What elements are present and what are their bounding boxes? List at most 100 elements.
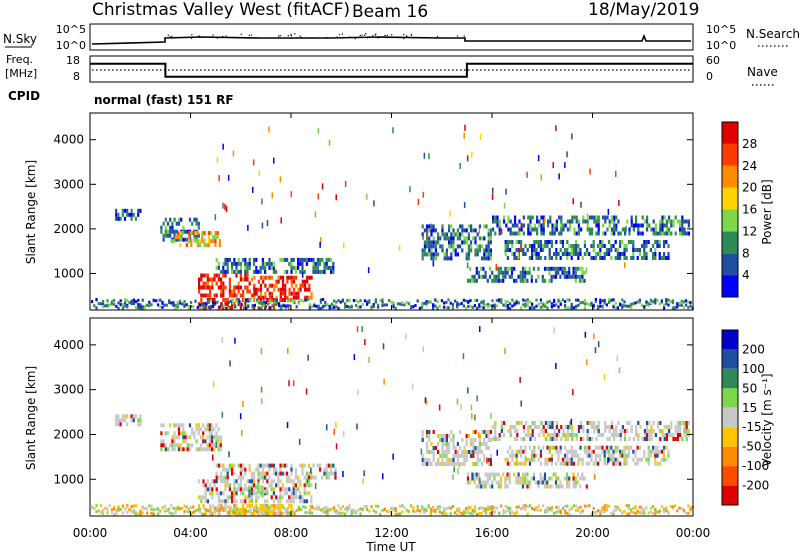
- heatmap-cell: [482, 274, 485, 279]
- heatmap-cell: [270, 298, 273, 302]
- power-colorbar-swatch: [722, 275, 738, 297]
- heatmap-cell: [248, 467, 251, 472]
- nsky-noise-mark: [191, 34, 193, 36]
- heatmap-cell: [233, 463, 236, 468]
- heatmap-cell: [528, 457, 531, 462]
- velocity-colorbar-swatch: [722, 427, 738, 447]
- heatmap-cell: [239, 475, 242, 480]
- heatmap-cell: [542, 303, 545, 307]
- heatmap-cell: [616, 457, 619, 462]
- heatmap-cell: [659, 429, 662, 433]
- heatmap-cell: [239, 265, 242, 270]
- heatmap-cell: [564, 445, 567, 450]
- heatmap-cell: [486, 472, 489, 477]
- heatmap-cell: [168, 299, 171, 303]
- heatmap-cell: [171, 225, 174, 230]
- heatmap-cell: [478, 303, 481, 307]
- heatmap-cell: [206, 281, 209, 286]
- heatmap-cell: [517, 274, 520, 279]
- heatmap-cell: [173, 217, 176, 222]
- heatmap-cell: [224, 475, 227, 480]
- heatmap-cell: [171, 221, 174, 226]
- heatmap-cell: [188, 217, 192, 222]
- heatmap-cell: [306, 279, 309, 284]
- heatmap-cell: [434, 240, 437, 245]
- heatmap-cell: [195, 221, 198, 226]
- heatmap-cell: [173, 229, 176, 234]
- heatmap-cell: [182, 237, 185, 242]
- heatmap-cell: [506, 457, 509, 462]
- heatmap-cell: [572, 476, 575, 481]
- heatmap-cell: [124, 304, 127, 308]
- heatmap-cell: [279, 487, 282, 492]
- heatmap-cell: [553, 445, 556, 450]
- heatmap-cell: [286, 471, 289, 476]
- heatmap-cell: [492, 215, 495, 220]
- heatmap-cell: [361, 326, 363, 333]
- heatmap-cell: [225, 507, 228, 511]
- heatmap-cell: [385, 303, 388, 307]
- heatmap-cell: [246, 289, 249, 294]
- heatmap-cell: [438, 304, 441, 308]
- heatmap-cell: [593, 473, 596, 480]
- heatmap-cell: [570, 302, 573, 306]
- heatmap-cell: [586, 433, 589, 437]
- heatmap-cell: [381, 298, 384, 302]
- heatmap-cell: [297, 507, 300, 511]
- time-tick-label: 16:00: [475, 526, 510, 540]
- heatmap-cell: [165, 508, 168, 512]
- heatmap-cell: [601, 299, 604, 303]
- heatmap-cell: [290, 265, 293, 270]
- heatmap-cell: [689, 508, 692, 511]
- heatmap-cell: [264, 283, 267, 288]
- heatmap-cell: [504, 244, 506, 250]
- heatmap-cell: [250, 479, 253, 484]
- heatmap-cell: [211, 495, 214, 500]
- heatmap-cell: [461, 438, 464, 442]
- heatmap-cell: [647, 461, 650, 466]
- heatmap-cell: [299, 463, 302, 468]
- heatmap-cell: [262, 275, 265, 280]
- heatmap-cell: [421, 224, 424, 229]
- heatmap-cell: [577, 429, 580, 433]
- heatmap-cell: [242, 491, 245, 496]
- heatmap-cell: [240, 511, 243, 515]
- heatmap-cell: [657, 421, 660, 425]
- heatmap-cell: [485, 430, 488, 434]
- heatmap-cell: [213, 293, 216, 298]
- heatmap-cell: [519, 376, 521, 383]
- heatmap-cell: [594, 298, 597, 301]
- heatmap-cell: [437, 252, 440, 257]
- heatmap-cell: [521, 480, 525, 485]
- heatmap-cell: [608, 453, 611, 458]
- heatmap-cell: [586, 252, 589, 256]
- time-tick-label: 12:00: [374, 526, 409, 540]
- heatmap-cell: [467, 256, 470, 261]
- heatmap-cell: [603, 457, 606, 462]
- heatmap-cell: [481, 430, 484, 434]
- heatmap-cell: [245, 509, 248, 513]
- heatmap-cell: [531, 433, 534, 437]
- heatmap-cell: [355, 510, 358, 514]
- heatmap-cell: [445, 446, 448, 450]
- heatmap-cell: [95, 298, 98, 301]
- heatmap-cell: [571, 429, 574, 433]
- nsky-noise-mark: [364, 34, 366, 36]
- heatmap-cell: [280, 306, 283, 310]
- heatmap-cell: [560, 215, 563, 220]
- heatmap-cell: [215, 439, 218, 444]
- heatmap-cell: [491, 270, 494, 275]
- velocity-colorbar-tick: 200: [742, 342, 765, 356]
- heatmap-cell: [434, 510, 437, 513]
- heatmap-cell: [208, 427, 211, 432]
- heatmap-cell: [679, 219, 682, 224]
- heatmap-cell: [533, 240, 536, 244]
- heatmap-cell: [432, 506, 435, 510]
- heatmap-cell: [445, 236, 448, 241]
- heatmap-cell: [663, 437, 666, 441]
- heatmap-cell: [344, 304, 347, 308]
- heatmap-cell: [202, 273, 205, 278]
- heatmap-cell: [299, 495, 302, 500]
- heatmap-cell: [184, 229, 187, 234]
- heatmap-cell: [104, 506, 107, 510]
